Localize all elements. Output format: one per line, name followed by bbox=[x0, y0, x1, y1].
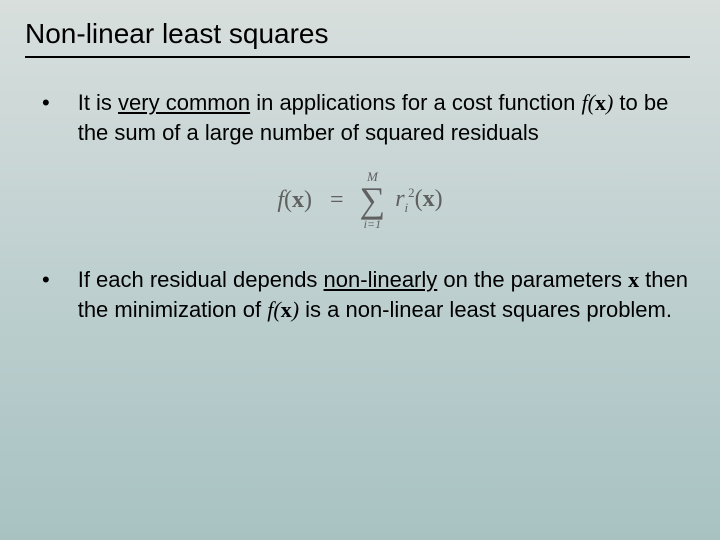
bullet-text: If each residual depends non-linearly on… bbox=[78, 265, 690, 325]
slide-content: Non-linear least squares • It is very co… bbox=[0, 0, 720, 367]
text-span: on the parameters bbox=[437, 267, 628, 292]
eq-paren-close: ) bbox=[435, 186, 443, 212]
eq-f: f bbox=[277, 187, 284, 213]
text-span: If each residual depends bbox=[78, 267, 324, 292]
equation-lhs: f(x) bbox=[277, 187, 312, 214]
eq-x: x bbox=[292, 187, 304, 213]
variable-x: x bbox=[595, 90, 606, 115]
slide-title: Non-linear least squares bbox=[25, 18, 690, 58]
eq-paren-open: ( bbox=[415, 186, 423, 212]
text-span: in applications for a cost function bbox=[250, 90, 581, 115]
emphasis-text: very common bbox=[118, 90, 250, 115]
eq-x: x bbox=[423, 186, 435, 212]
paren-open: ( bbox=[588, 90, 595, 115]
emphasis-text: non-linearly bbox=[324, 267, 438, 292]
eq-sub: i bbox=[405, 199, 409, 214]
equation-rhs: ri2(x) bbox=[395, 185, 442, 216]
eq-paren-close: ) bbox=[304, 187, 312, 213]
text-span: is a non-linear least squares problem. bbox=[299, 297, 672, 322]
equation-display: f(x) = M ∑ i=1 ri2(x) bbox=[30, 170, 690, 230]
bullet-marker: • bbox=[42, 265, 50, 325]
variable-x: x bbox=[281, 297, 292, 322]
sum-lower: i=1 bbox=[364, 218, 381, 230]
variable-x: x bbox=[628, 267, 639, 292]
sum-sigma: ∑ bbox=[360, 184, 386, 216]
bullet-marker: • bbox=[42, 88, 50, 148]
bullet-text: It is very common in applications for a … bbox=[78, 88, 690, 148]
bullet-item: • It is very common in applications for … bbox=[30, 88, 690, 148]
paren-open: ( bbox=[273, 297, 280, 322]
equation-inner: f(x) = M ∑ i=1 ri2(x) bbox=[277, 170, 442, 230]
text-span: It is bbox=[78, 90, 118, 115]
eq-equals: = bbox=[330, 187, 344, 214]
eq-paren-open: ( bbox=[284, 187, 292, 213]
paren-close: ) bbox=[292, 297, 299, 322]
bullet-item: • If each residual depends non-linearly … bbox=[30, 265, 690, 325]
eq-r: r bbox=[395, 186, 404, 212]
summation: M ∑ i=1 bbox=[360, 170, 386, 230]
